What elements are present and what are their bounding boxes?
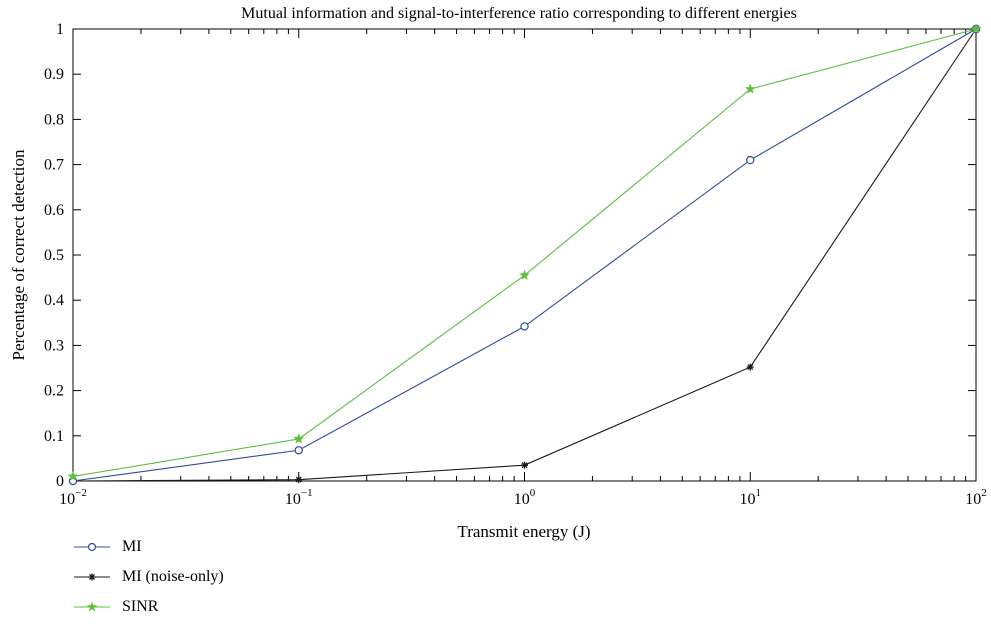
plot-area xyxy=(72,28,977,482)
y-tick-label: 0.5 xyxy=(44,247,64,264)
data-point-mi xyxy=(294,446,303,455)
legend-label-mi-noise-only: MI (noise-only) xyxy=(122,568,224,585)
series-mi-noise-only xyxy=(69,25,980,485)
legend-swatch-mi xyxy=(74,542,110,552)
x-tick-label: 102 xyxy=(965,487,987,508)
y-tick-label: 0.9 xyxy=(44,66,64,83)
y-tick-label: 0 xyxy=(56,473,64,490)
svg-text:★: ★ xyxy=(86,601,99,613)
legend: MI MI (noise-only) ★ SINR xyxy=(72,532,224,622)
series-line-mi-noise-only xyxy=(72,28,977,482)
data-point-mi xyxy=(746,155,755,165)
x-tick-label: 10−2 xyxy=(59,487,87,508)
series-sinr xyxy=(67,23,982,482)
x-axis-title: Transmit energy (J) xyxy=(457,522,590,541)
data-point-sinr xyxy=(67,470,79,482)
x-tick-label: 100 xyxy=(514,487,536,508)
y-tick-label: 0.3 xyxy=(44,337,64,354)
x-tick-label: 101 xyxy=(740,487,762,508)
legend-label-mi: MI xyxy=(122,538,142,555)
legend-swatch-sinr: ★ xyxy=(74,601,110,613)
y-axis-title: Percentage of correct detection xyxy=(9,149,28,360)
data-point-sinr xyxy=(293,433,305,444)
chart-title: Mutual information and signal-to-interfe… xyxy=(241,5,797,22)
data-point-mi-noise-only xyxy=(295,476,303,484)
y-tick-label: 0.7 xyxy=(44,157,64,174)
legend-item-mi-noise-only: MI (noise-only) xyxy=(72,562,224,592)
y-tick-label: 0.4 xyxy=(44,292,64,309)
data-point-sinr xyxy=(970,23,982,34)
data-point-mi xyxy=(520,322,529,331)
legend-label-sinr: SINR xyxy=(122,598,159,615)
x-tick-label: 10−1 xyxy=(285,487,313,508)
y-tick-label: 0.2 xyxy=(44,383,64,400)
data-point-mi-noise-only xyxy=(521,461,528,469)
legend-swatch-mi-noise-only xyxy=(74,573,110,581)
legend-item-sinr: ★ SINR xyxy=(72,592,224,622)
data-point-sinr xyxy=(744,83,756,94)
series-line-mi xyxy=(72,28,977,482)
legend-item-mi: MI xyxy=(72,532,224,562)
y-tick-label: 0.6 xyxy=(44,202,64,219)
data-point-sinr xyxy=(519,269,530,280)
series-line-sinr xyxy=(72,28,977,478)
data-point-mi-noise-only xyxy=(746,363,754,371)
y-tick-label: 0.1 xyxy=(44,428,64,445)
y-tick-label: 1 xyxy=(56,21,64,38)
series-mi xyxy=(68,24,981,486)
y-tick-label: 0.8 xyxy=(44,111,64,128)
